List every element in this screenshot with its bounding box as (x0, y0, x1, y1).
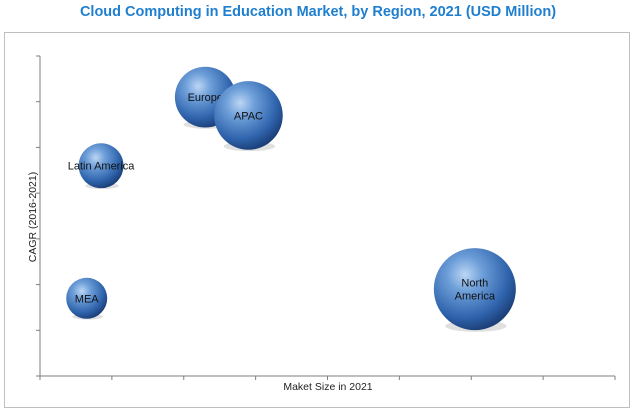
bubble-label-north-america: North America (455, 278, 496, 303)
bubble-label-europe: Europe (188, 92, 223, 104)
bubble-mea (66, 277, 108, 319)
bubble-label-apac: APAC (234, 110, 263, 122)
y-axis-title: CAGR (2016-2021) (27, 172, 39, 262)
chart-title: Cloud Computing in Education Market, by … (79, 4, 557, 20)
x-axis-title: Maket Size in 2021 (283, 381, 372, 393)
bubble-apac (214, 81, 283, 150)
chart-frame (4, 32, 630, 408)
bubble-north-america (433, 248, 516, 331)
bubble-label-latin-america: Latin America (68, 161, 136, 173)
bubble-label-mea: MEA (75, 293, 100, 305)
bubble-latin-america (78, 143, 124, 189)
